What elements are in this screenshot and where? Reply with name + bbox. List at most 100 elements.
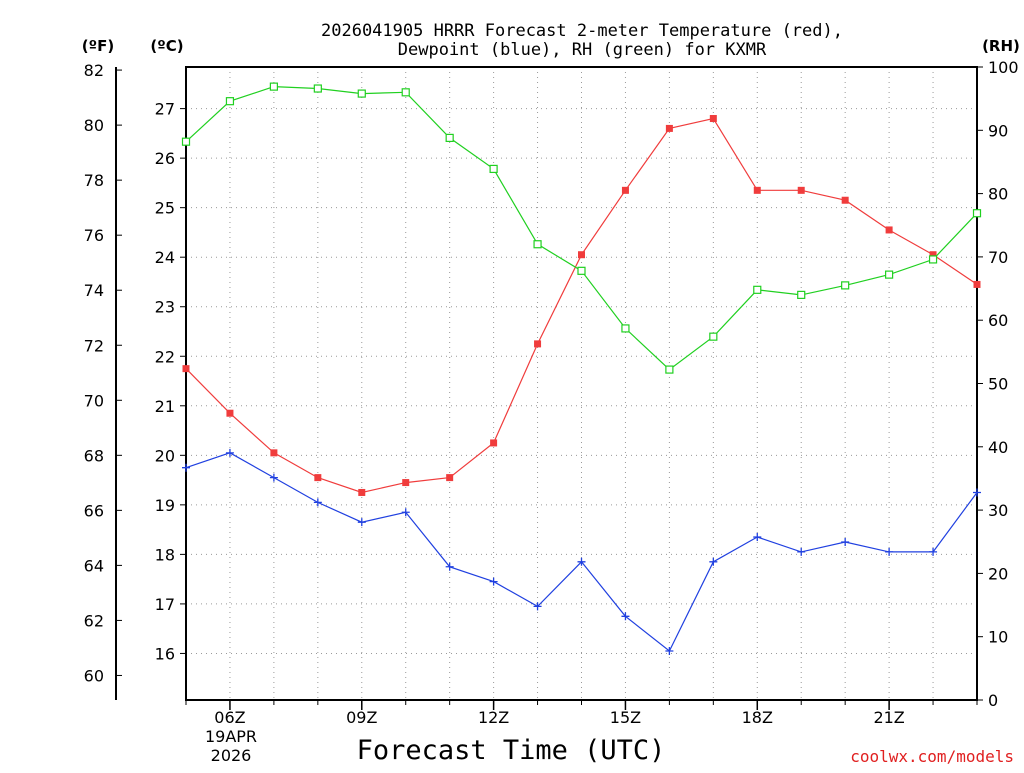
dewpoint-point-21z bbox=[885, 547, 894, 556]
rh-point-16z bbox=[665, 365, 674, 374]
x-tick-label-12Z: 12Z bbox=[478, 708, 509, 727]
fahrenheit-tick-label-66: 66 bbox=[84, 501, 104, 520]
rh-tick-label-0: 0 bbox=[988, 691, 998, 710]
plot-border bbox=[185, 66, 978, 701]
temperature-point-13z bbox=[534, 340, 542, 348]
celsius-tick-label-17: 17 bbox=[155, 595, 175, 614]
rh-point-22z bbox=[928, 255, 938, 264]
rh-point-13z bbox=[533, 240, 542, 249]
rh-point-12z bbox=[489, 164, 498, 174]
rh-point-10z bbox=[401, 88, 410, 97]
plot-frame bbox=[185, 66, 978, 701]
rh-unit-label: (RH) bbox=[982, 37, 1020, 55]
celsius-tick-label-16: 16 bbox=[155, 644, 175, 663]
temperature-point-19z bbox=[797, 186, 805, 194]
rh-point-5z bbox=[181, 137, 191, 146]
celsius-tick-label-21: 21 bbox=[155, 397, 175, 416]
rh-point-14z bbox=[577, 266, 586, 275]
chart-title-line-1: 2026041905 HRRR Forecast 2-meter Tempera… bbox=[321, 21, 843, 41]
temperature-point-22z bbox=[929, 251, 937, 259]
dewpoint-point-11z bbox=[445, 562, 454, 571]
temperature-point-18z bbox=[753, 186, 761, 194]
grid-lines bbox=[186, 67, 977, 700]
dewpoint-point-7z bbox=[269, 473, 278, 482]
celsius-unit-label: (ºC) bbox=[150, 37, 183, 55]
rh-point-7z bbox=[269, 82, 278, 91]
rh-tick-label-20: 20 bbox=[988, 564, 1008, 583]
x-tick-label-21Z: 21Z bbox=[873, 708, 904, 727]
rh-series bbox=[181, 82, 982, 374]
fahrenheit-tick-label-74: 74 bbox=[84, 281, 104, 300]
fahrenheit-tick-label-82: 82 bbox=[84, 61, 104, 80]
rh-point-11z bbox=[445, 133, 454, 142]
temperature-point-15z bbox=[621, 186, 629, 194]
rh-tick-label-30: 30 bbox=[988, 501, 1008, 520]
temperature-point-5z bbox=[182, 365, 190, 373]
dewpoint-point-23z bbox=[973, 488, 981, 497]
dewpoint-point-14z bbox=[577, 557, 586, 566]
watermark: coolwx.com/models bbox=[850, 747, 1014, 766]
dewpoint-point-19z bbox=[797, 547, 806, 556]
rh-point-20z bbox=[841, 281, 850, 290]
axes: 60 62 64 66 68 70 72 74 76 78 80 82 16 17 18 19 20 21 22 23… bbox=[84, 58, 1019, 727]
date-label-year: 2026 bbox=[211, 746, 252, 765]
rh-point-8z bbox=[313, 84, 322, 93]
rh-tick-label-10: 10 bbox=[988, 628, 1008, 647]
fahrenheit-tick-label-62: 62 bbox=[84, 611, 104, 630]
rh-tick-label-40: 40 bbox=[988, 438, 1008, 457]
dewpoint-point-6z bbox=[225, 448, 234, 457]
date-label-day: 19APR bbox=[205, 727, 257, 746]
fahrenheit-unit-label: (ºF) bbox=[82, 37, 114, 55]
rh-point-23z bbox=[972, 209, 982, 218]
temperature-point-14z bbox=[578, 251, 585, 259]
temperature-point-9z bbox=[358, 488, 366, 496]
celsius-tick-label-23: 23 bbox=[155, 298, 175, 317]
rh-point-6z bbox=[225, 97, 235, 106]
temperature-point-12z bbox=[490, 439, 498, 447]
temperature-point-7z bbox=[270, 449, 278, 457]
temperature-point-11z bbox=[446, 474, 454, 482]
rh-tick-label-80: 80 bbox=[988, 185, 1008, 204]
x-tick-label-06Z: 06Z bbox=[214, 708, 245, 727]
fahrenheit-tick-label-70: 70 bbox=[84, 391, 104, 410]
rh-tick-label-70: 70 bbox=[988, 248, 1008, 267]
dewpoint-series bbox=[182, 448, 981, 655]
temperature-point-10z bbox=[402, 479, 410, 487]
dewpoint-point-20z bbox=[841, 537, 850, 546]
rh-point-9z bbox=[357, 89, 366, 98]
temperature-point-6z bbox=[226, 409, 234, 417]
celsius-tick-label-18: 18 bbox=[155, 545, 175, 564]
x-tick-label-18Z: 18Z bbox=[742, 708, 773, 727]
celsius-tick-label-25: 25 bbox=[155, 199, 175, 218]
rh-point-18z bbox=[753, 285, 762, 294]
celsius-tick-label-19: 19 bbox=[155, 496, 175, 515]
chart-text: 2026041905 HRRR Forecast 2-meter Tempera… bbox=[82, 21, 1020, 766]
dewpoint-point-12z bbox=[489, 577, 498, 586]
rh-point-21z bbox=[885, 270, 894, 279]
temperature-point-20z bbox=[841, 196, 849, 204]
temperature-point-21z bbox=[885, 226, 893, 234]
fahrenheit-tick-label-80: 80 bbox=[84, 116, 104, 135]
rh-point-15z bbox=[621, 324, 630, 333]
celsius-tick-label-24: 24 bbox=[155, 248, 175, 267]
temperature-line bbox=[185, 117, 978, 494]
dewpoint-point-18z bbox=[753, 533, 762, 542]
temperature-point-23z bbox=[973, 280, 981, 288]
dewpoint-point-16z bbox=[665, 646, 674, 655]
celsius-tick-label-26: 26 bbox=[155, 149, 175, 168]
celsius-tick-label-22: 22 bbox=[155, 347, 175, 366]
dewpoint-point-22z bbox=[929, 547, 938, 556]
fahrenheit-tick-label-60: 60 bbox=[84, 666, 104, 685]
temperature-point-16z bbox=[665, 124, 673, 132]
rh-tick-label-100: 100 bbox=[988, 58, 1019, 77]
dewpoint-point-5z bbox=[182, 463, 190, 472]
temperature-point-8z bbox=[314, 474, 322, 482]
rh-tick-label-50: 50 bbox=[988, 375, 1008, 394]
dewpoint-point-8z bbox=[313, 498, 322, 507]
dewpoint-point-17z bbox=[709, 557, 718, 566]
fahrenheit-tick-label-76: 76 bbox=[84, 226, 104, 245]
dewpoint-point-13z bbox=[533, 602, 542, 611]
rh-point-19z bbox=[797, 290, 806, 299]
rh-point-17z bbox=[709, 332, 718, 341]
celsius-tick-label-20: 20 bbox=[155, 446, 175, 465]
